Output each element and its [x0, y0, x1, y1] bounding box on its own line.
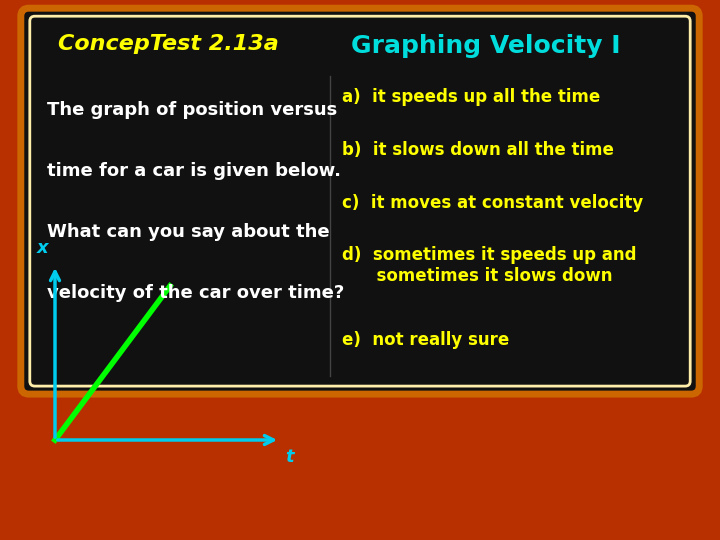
- Text: ConcepTest 2.13a: ConcepTest 2.13a: [58, 34, 278, 54]
- Text: x: x: [37, 239, 49, 257]
- Text: b)  it slows down all the time: b) it slows down all the time: [342, 141, 614, 159]
- Text: What can you say about the: What can you say about the: [47, 224, 330, 241]
- Text: a)  it speeds up all the time: a) it speeds up all the time: [342, 88, 600, 106]
- Text: velocity of the car over time?: velocity of the car over time?: [47, 285, 344, 302]
- Text: c)  it moves at constant velocity: c) it moves at constant velocity: [342, 194, 644, 212]
- Text: e)  not really sure: e) not really sure: [342, 330, 510, 349]
- Text: t: t: [286, 448, 294, 466]
- Text: time for a car is given below.: time for a car is given below.: [47, 163, 341, 180]
- FancyBboxPatch shape: [21, 8, 699, 394]
- Text: Graphing Velocity I: Graphing Velocity I: [351, 34, 621, 58]
- Text: The graph of position versus: The graph of position versus: [47, 101, 337, 119]
- Text: d)  sometimes it speeds up and
      sometimes it slows down: d) sometimes it speeds up and sometimes …: [342, 246, 636, 285]
